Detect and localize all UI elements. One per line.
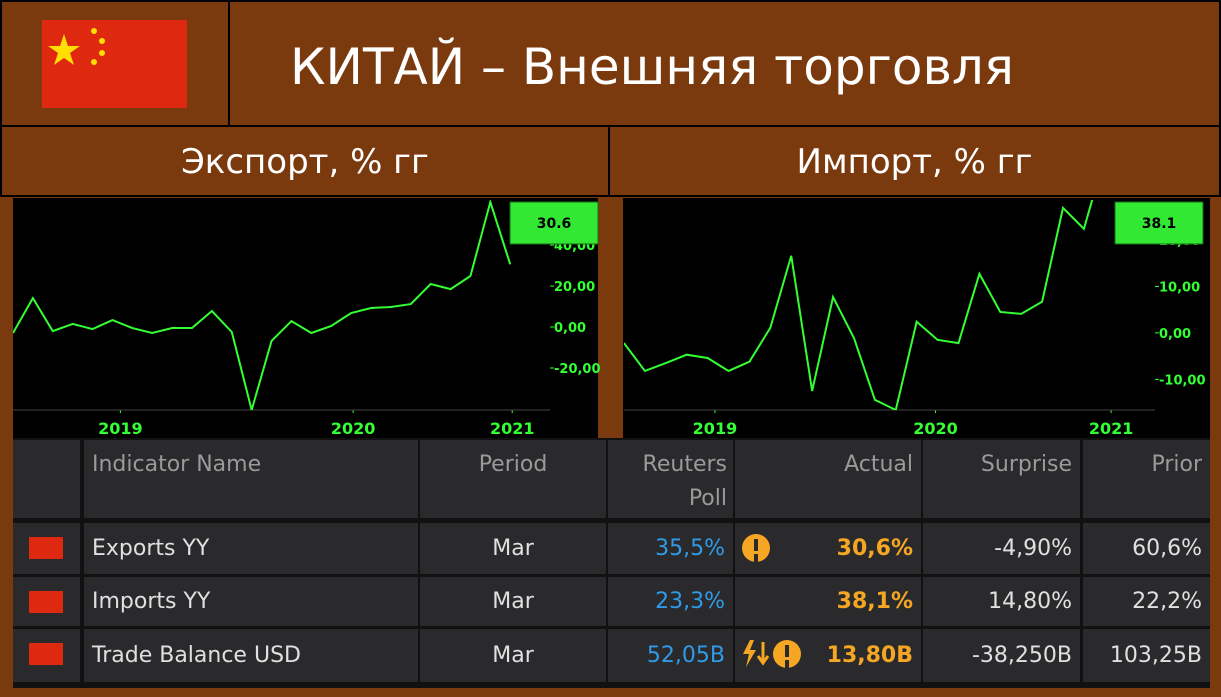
table-cell: 52,05B — [608, 629, 733, 682]
y-tick-label: 20,00 — [554, 280, 595, 295]
page-title: КИТАЙ – Внешняя торговля — [290, 38, 1014, 96]
flash-icon — [743, 640, 770, 667]
column-header: Surprise — [923, 440, 1080, 518]
x-tick-label: 2021 — [490, 419, 535, 438]
chart-panel — [623, 198, 1210, 438]
chart-title: Импорт, % гг — [608, 127, 1221, 197]
alert-mark — [785, 645, 789, 657]
y-tick-label: -10,00 — [1159, 373, 1206, 388]
last-value-badge — [509, 201, 599, 245]
china-flag — [42, 20, 187, 108]
x-tick-label: 2019 — [98, 419, 143, 438]
table-cell: -4,90% — [923, 523, 1080, 574]
last-value-label: 30.6 — [537, 216, 572, 232]
y-tick-label: 0,00 — [554, 321, 586, 336]
table-cell: 13,80B — [735, 629, 921, 682]
divider — [228, 2, 230, 127]
table-cell: 38,1% — [735, 577, 921, 626]
x-tick-label: 2019 — [693, 419, 738, 438]
column-header: Indicator Name — [84, 440, 418, 518]
table-cell: 35,5% — [608, 523, 733, 574]
table-cell: 14,80% — [923, 577, 1080, 626]
table-cell: Imports YY — [84, 577, 418, 626]
y-tick-label: 0,00 — [1159, 327, 1191, 342]
last-value-badge — [1114, 201, 1204, 245]
last-value-label: 38.1 — [1142, 216, 1177, 232]
line-series — [624, 200, 1094, 410]
table-cell: Mar — [420, 523, 606, 574]
table-cell-empty — [13, 577, 80, 626]
column-header: Actual — [735, 440, 921, 518]
table-cell-empty — [13, 629, 80, 682]
y-tick-label: 10,00 — [1159, 280, 1200, 295]
table-cell: Mar — [420, 577, 606, 626]
row-flag — [29, 643, 63, 665]
column-header: Reuters Poll — [608, 440, 733, 518]
table-cell: Trade Balance USD — [84, 629, 418, 682]
row-flag — [29, 591, 63, 613]
x-tick-label: 2020 — [913, 419, 958, 438]
alert-icon — [742, 534, 770, 562]
header: КИТАЙ – Внешняя торговля — [0, 0, 1221, 127]
column-header: Prior — [1083, 440, 1210, 518]
table-cell: 22,2% — [1083, 577, 1210, 626]
table: Indicator Name Period Reuters Poll Actual Su… — [13, 438, 1210, 688]
alert-icon — [773, 640, 801, 668]
y-tick-label: -20,00 — [554, 362, 601, 377]
x-tick-label: 2021 — [1089, 419, 1134, 438]
table-cell: -38,250B — [923, 629, 1080, 682]
table-cell-empty — [13, 440, 80, 518]
table-cell-empty — [13, 523, 80, 574]
flag-stars — [48, 28, 105, 65]
table-cell: 60,6% — [1083, 523, 1210, 574]
table-cell: Mar — [420, 629, 606, 682]
alert-mark — [754, 539, 758, 551]
chart-panel — [13, 198, 598, 438]
table-cell: Exports YY — [84, 523, 418, 574]
row-flag — [29, 537, 63, 559]
x-tick-label: 2020 — [331, 419, 376, 438]
table-cell: 23,3% — [608, 577, 733, 626]
line-series — [13, 200, 512, 410]
column-header: Period — [420, 440, 606, 518]
table-cell: 103,25B — [1083, 629, 1210, 682]
